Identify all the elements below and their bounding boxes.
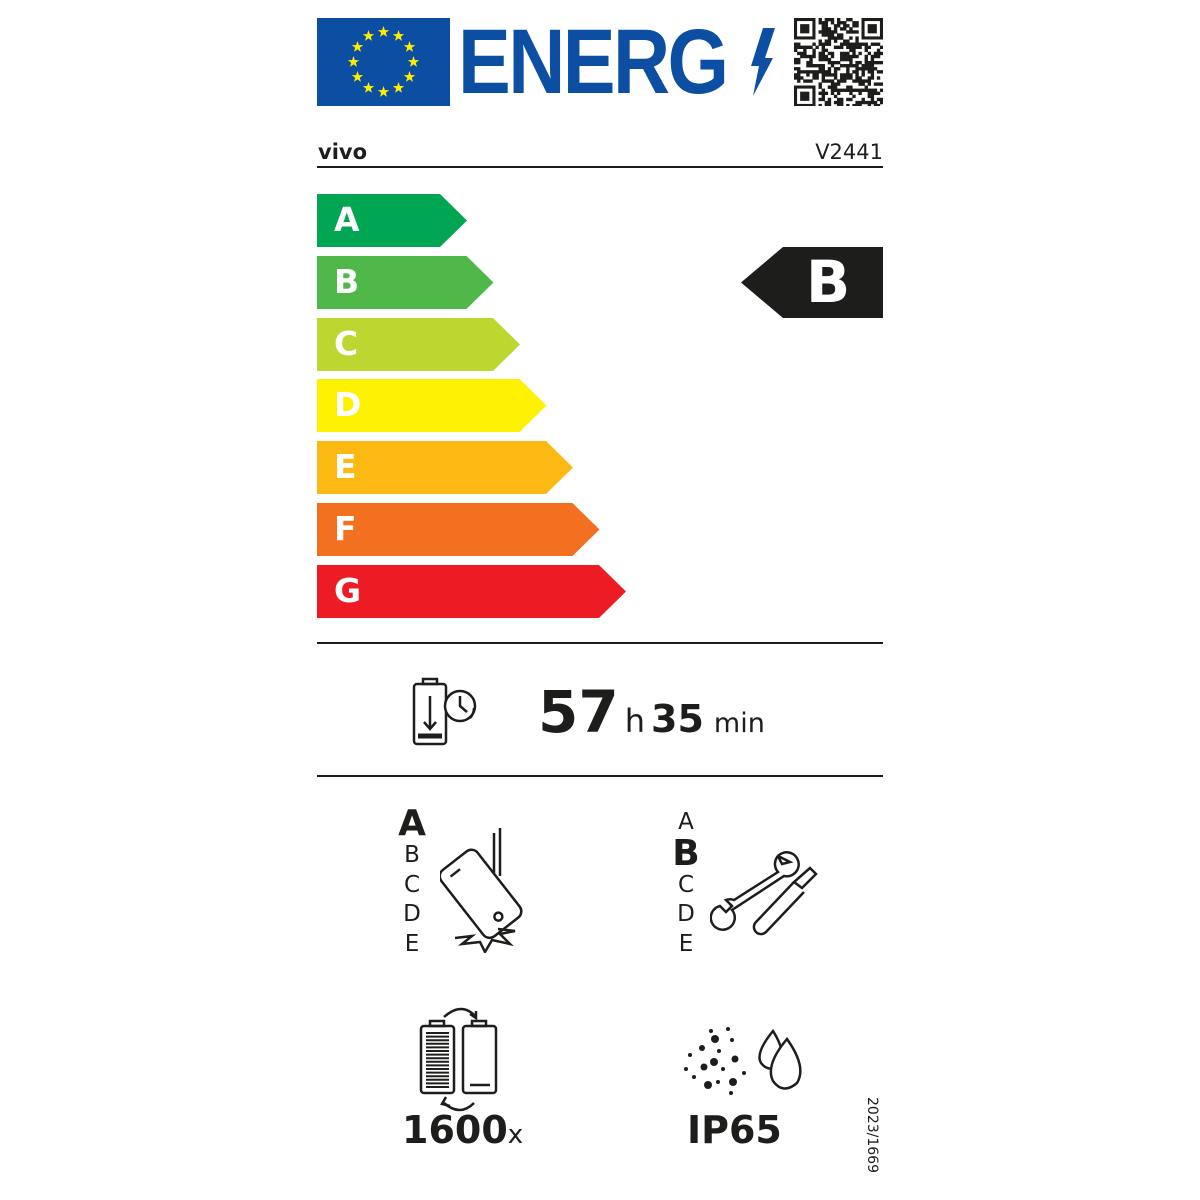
energy-logo-text: ENERG [458,11,729,113]
hours-unit: h [624,702,645,740]
lightning-icon [751,28,775,96]
star-icon [351,71,364,82]
scale-class-e: E [404,930,420,957]
divider [317,642,883,644]
battery-cycles: 1600x [402,1108,523,1152]
rating-arrow [741,247,883,318]
energy-class-letter: D [334,385,362,425]
scale-class-a: A [398,803,426,844]
repair-tools-icon [710,851,818,936]
scale-class-c: C [677,871,695,898]
energy-class-bar-f: F [317,503,600,556]
energy-class-letter: G [334,570,362,610]
divider [317,775,883,777]
battery-endurance-icon [412,677,477,746]
minutes-value: 35 [651,697,704,741]
battery-endurance: 57 h 35 min [538,678,765,746]
divider [317,166,883,168]
energy-class-letter: E [334,447,357,487]
model-identifier: V2441 [815,140,883,164]
ip-rating: IP65 [687,1108,782,1152]
scale-class-d: D [403,901,421,927]
energy-class-letter: B [334,261,360,301]
scale-class-e: E [678,930,694,957]
energy-class-letter: F [334,509,357,548]
energy-class-letter: C [334,323,359,363]
dust-water-icon [684,1027,802,1095]
qr-code-icon[interactable] [794,18,883,106]
scale-class-b: B [672,832,700,874]
scale-class-d: D [677,901,695,927]
energy-class-bar-a: A [317,194,467,247]
star-icon [347,56,360,67]
regulation-number: 2023/1669 [864,1097,880,1173]
minutes-unit: min [713,708,765,739]
rating-letter: B [806,248,851,316]
scale-class-c: C [403,871,421,898]
energy-class-bar-e: E [317,441,573,495]
star-icon [403,71,416,82]
star-icon [403,41,416,52]
battery-cycles-icon [419,1007,498,1112]
star-icon [377,86,390,97]
star-icon [351,41,364,52]
cycles-unit: x [507,1120,524,1150]
eu-flag-icon [317,18,450,106]
hours-value: 57 [538,678,619,746]
scale-class-b: B [404,842,420,868]
energy-class-bar-d: D [317,379,547,433]
star-icon [362,82,375,93]
scale-class-a: A [678,809,694,835]
star-icon [377,26,390,37]
star-icon [392,30,405,41]
energy-class-bar-b: B [317,255,494,309]
supplier-name: vivo [318,140,368,164]
star-icon [392,82,405,93]
energy-class-letter: A [334,200,360,239]
phone-drop-icon [440,828,523,953]
star-icon [362,30,375,41]
cycles-value: 1600 [402,1108,508,1152]
star-icon [407,56,420,67]
energy-class-bar-g: G [317,564,626,618]
energy-class-bar-c: C [317,317,520,371]
